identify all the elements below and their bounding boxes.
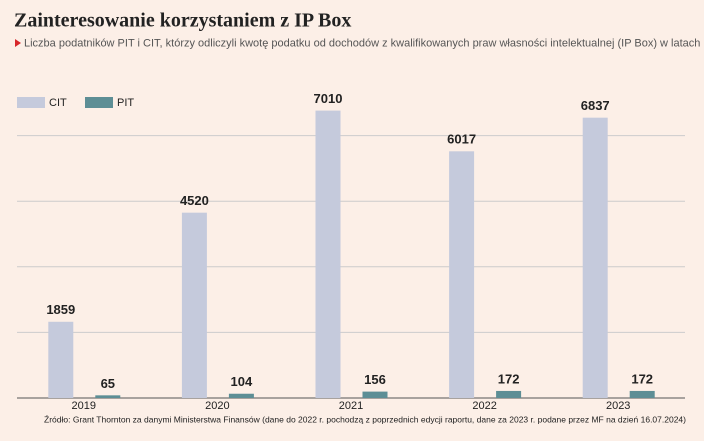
value-label: 156 [364, 372, 386, 387]
legend-label: PIT [117, 97, 134, 109]
bar [362, 391, 388, 398]
legend-swatch [17, 97, 45, 108]
x-tick-label: 2020 [205, 400, 229, 412]
value-label: 172 [498, 371, 520, 386]
bar [48, 321, 74, 398]
value-label: 1859 [46, 302, 75, 317]
value-label: 7010 [314, 91, 343, 106]
bar [582, 117, 608, 399]
value-label: 6017 [447, 132, 476, 147]
x-tick-label: 2019 [72, 400, 96, 412]
value-label: 104 [231, 374, 253, 389]
value-label: 172 [631, 371, 653, 386]
value-label: 4520 [180, 193, 209, 208]
source-note: Źródło: Grant Thornton za danymi Ministe… [44, 414, 686, 424]
bar [449, 151, 475, 398]
bar [228, 393, 254, 398]
bar [629, 390, 655, 398]
chart-subtitle: Liczba podatników PIT i CIT, którzy odli… [24, 37, 704, 49]
legend-swatch [85, 97, 113, 108]
value-label: 6837 [581, 98, 610, 113]
x-tick-label: 2022 [472, 400, 496, 412]
bar [496, 390, 522, 398]
bar [95, 395, 121, 398]
legend-label: CIT [49, 97, 67, 109]
x-tick-label: 2021 [339, 400, 363, 412]
value-label: 65 [101, 376, 115, 391]
chart-title: Zainteresowanie korzystaniem z IP Box [14, 10, 351, 32]
subtitle-marker [15, 39, 21, 47]
bar [181, 212, 207, 398]
bar [315, 110, 341, 398]
x-tick-label: 2023 [606, 400, 630, 412]
